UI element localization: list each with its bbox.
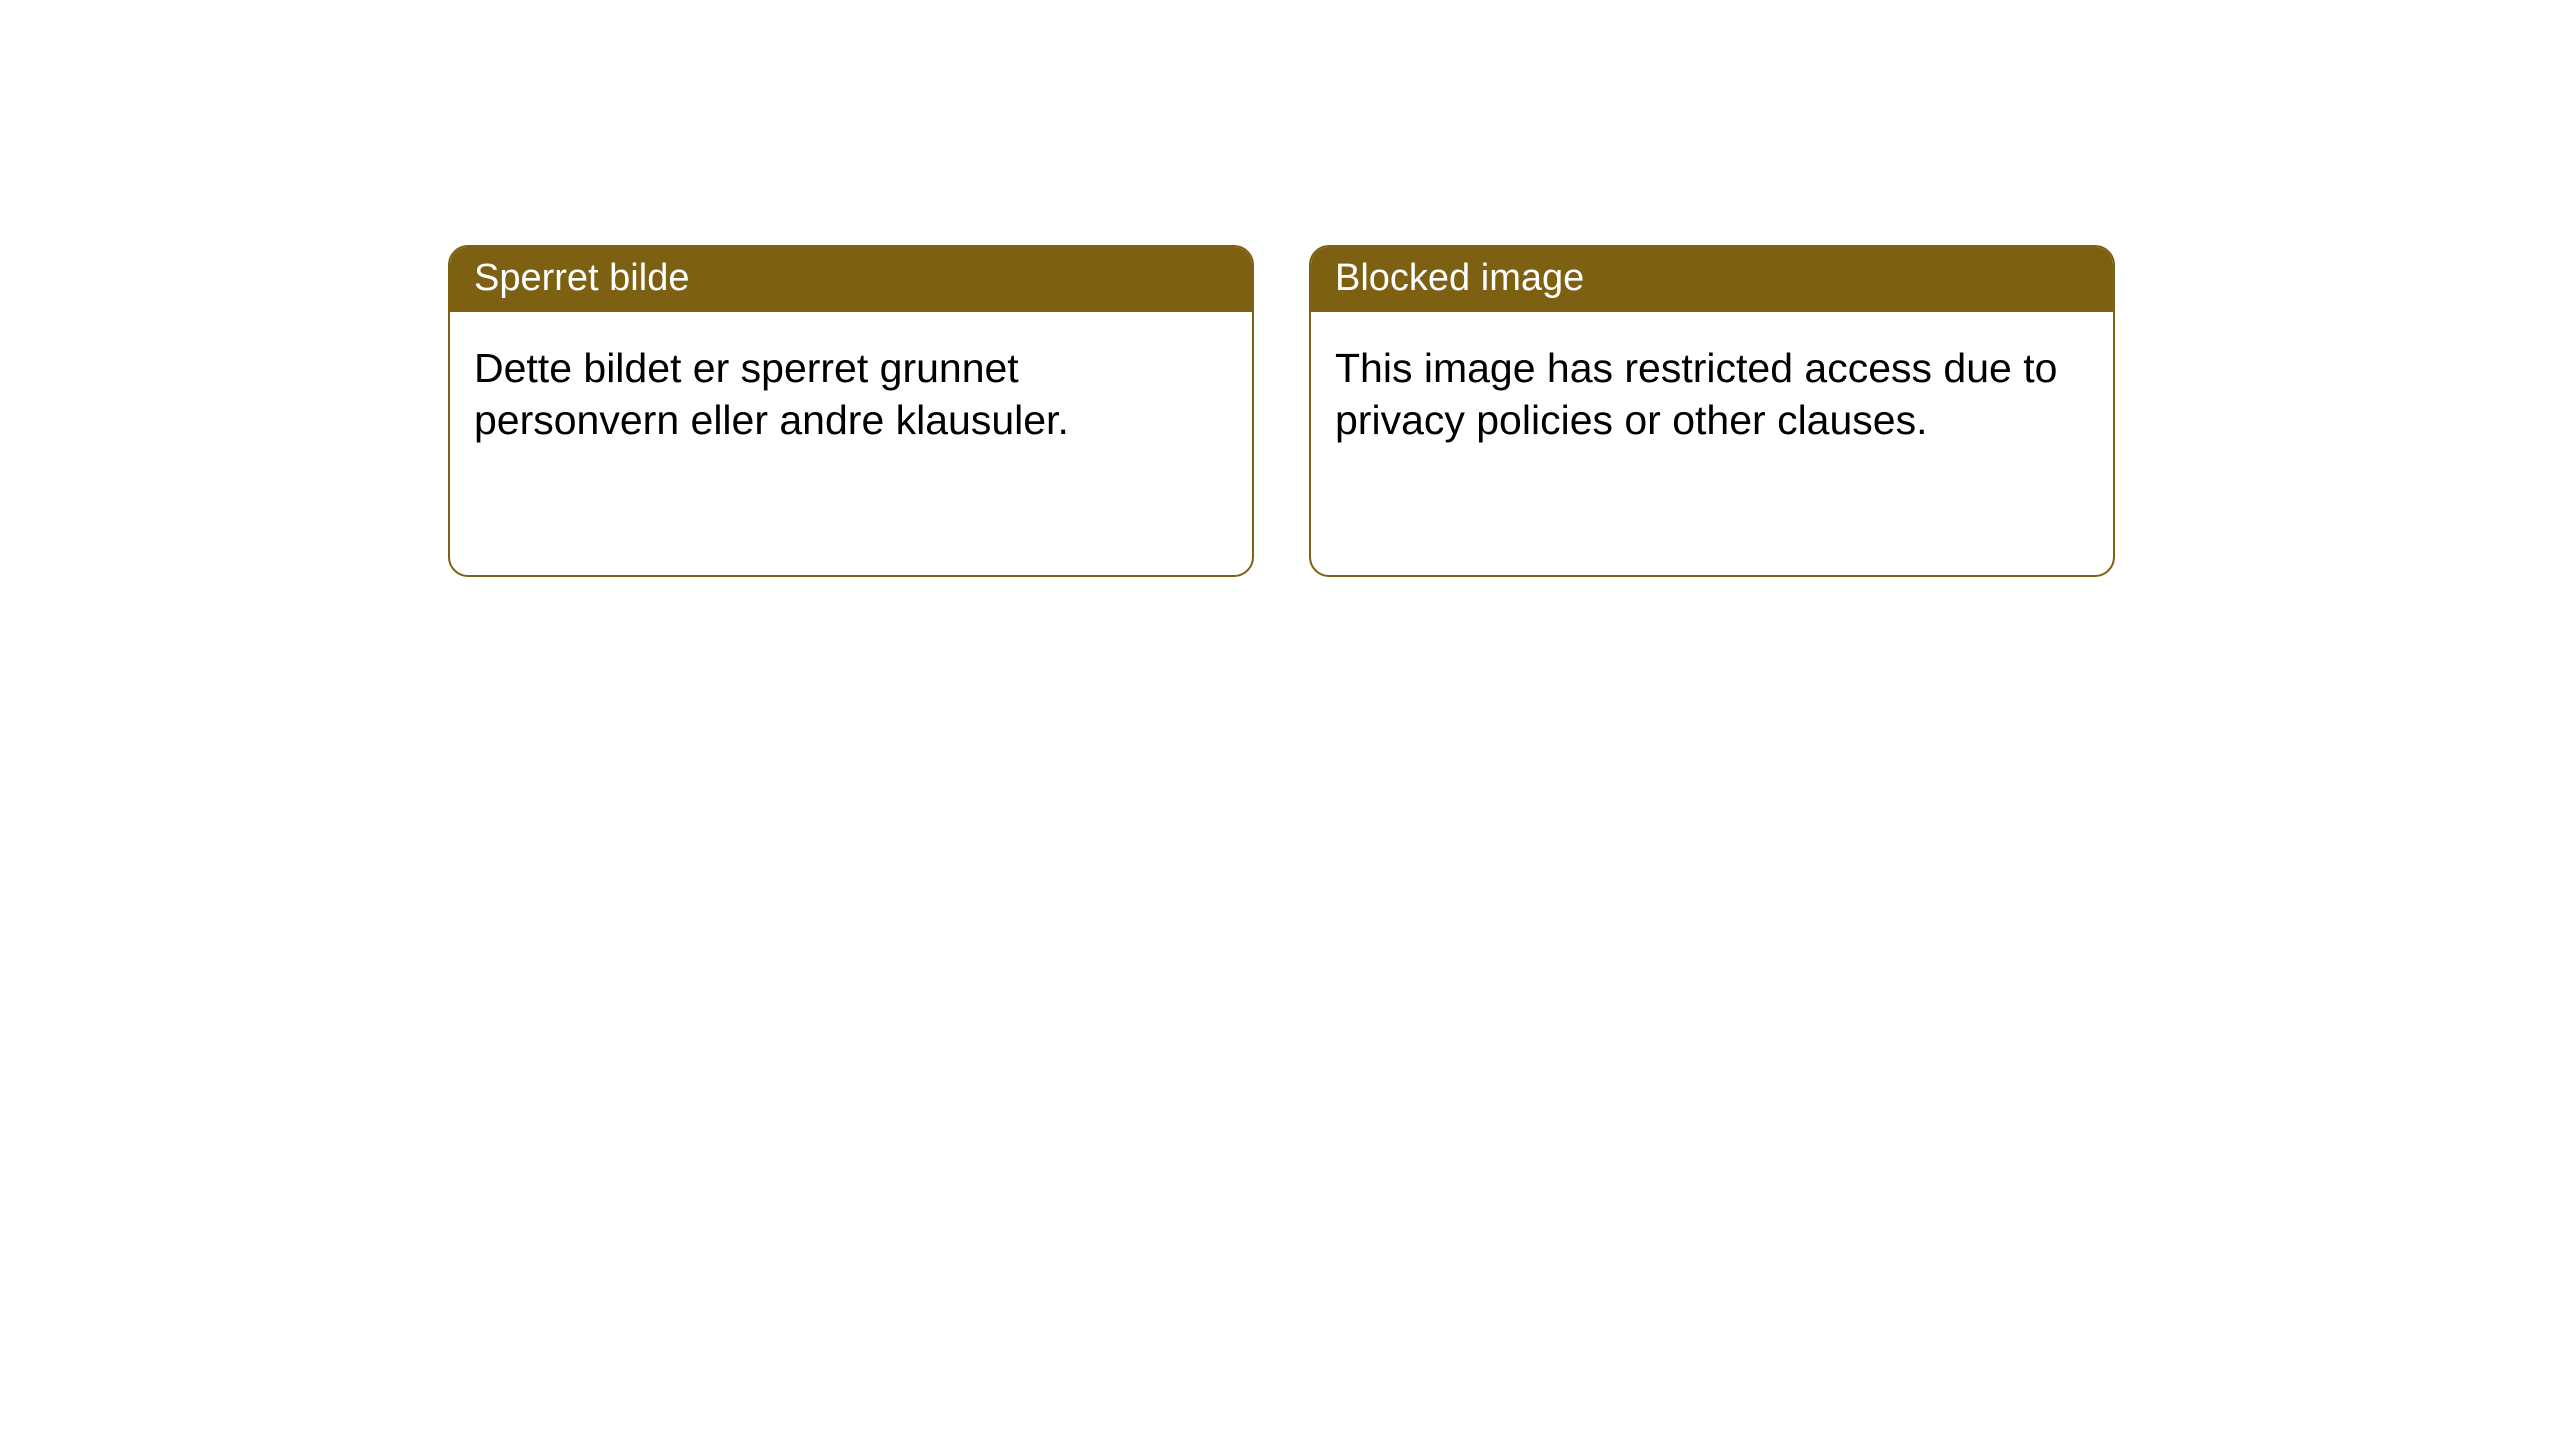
card-message: Dette bildet er sperret grunnet personve… xyxy=(474,345,1069,443)
blocked-image-card-en: Blocked image This image has restricted … xyxy=(1309,245,2115,577)
card-title: Blocked image xyxy=(1335,257,1584,299)
card-body: Dette bildet er sperret grunnet personve… xyxy=(450,312,1252,477)
cards-container: Sperret bilde Dette bildet er sperret gr… xyxy=(448,245,2115,577)
card-body: This image has restricted access due to … xyxy=(1311,312,2113,477)
card-message: This image has restricted access due to … xyxy=(1335,345,2057,443)
card-header: Blocked image xyxy=(1311,247,2113,312)
blocked-image-card-no: Sperret bilde Dette bildet er sperret gr… xyxy=(448,245,1254,577)
card-header: Sperret bilde xyxy=(450,247,1252,312)
card-title: Sperret bilde xyxy=(474,257,689,299)
